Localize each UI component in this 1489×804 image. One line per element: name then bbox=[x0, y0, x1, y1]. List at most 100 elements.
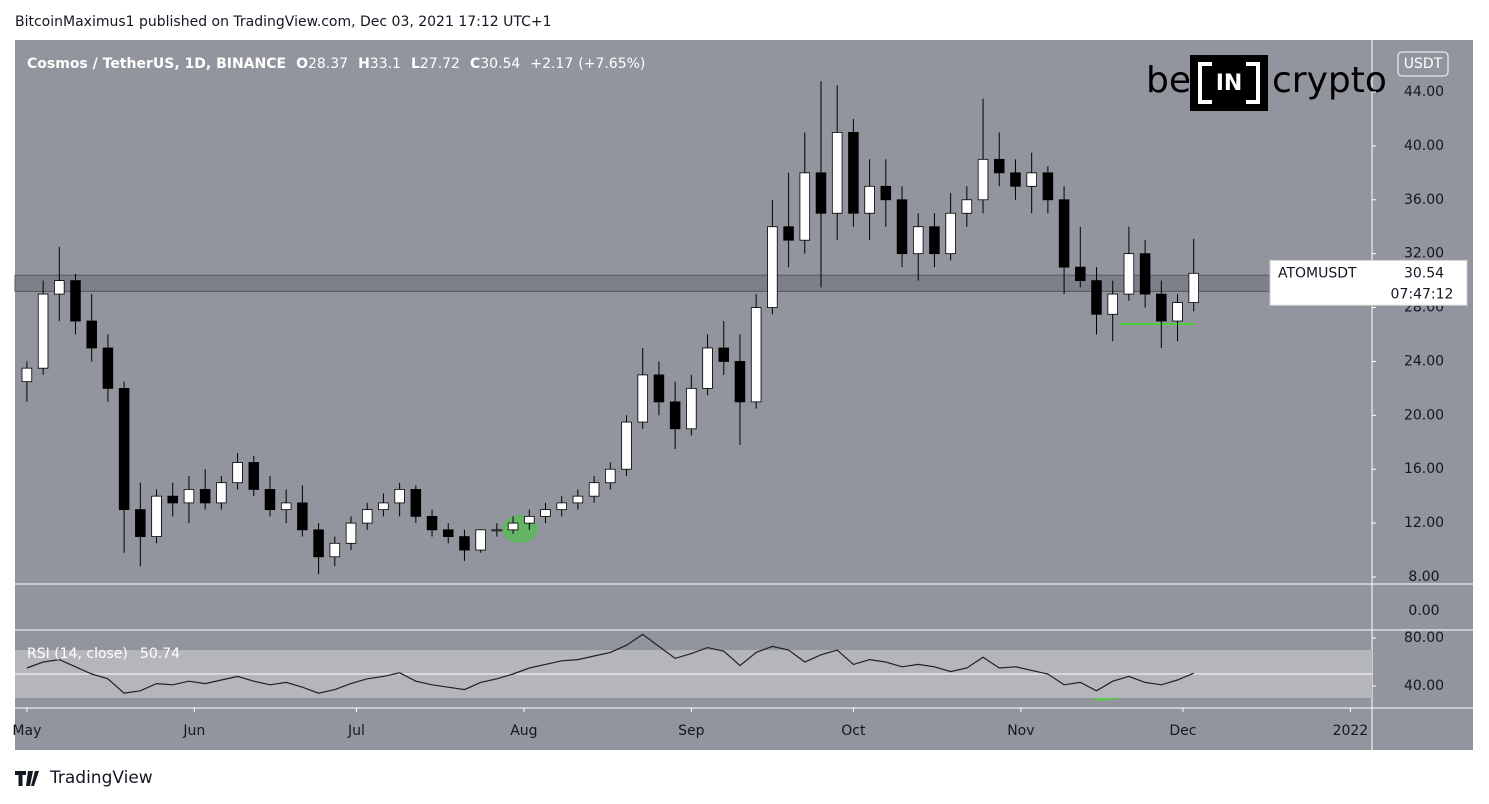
candle-body bbox=[491, 529, 503, 532]
rsi-tick-label: 80.00 bbox=[1404, 630, 1444, 646]
candle-body bbox=[1107, 293, 1118, 315]
candle-body bbox=[248, 462, 260, 490]
candle-body bbox=[361, 509, 373, 524]
rsi-legend: RSI (14, close) 50.74 bbox=[27, 646, 180, 662]
candle-body bbox=[815, 172, 827, 214]
currency-button[interactable] bbox=[1397, 51, 1449, 77]
x-tick-label: Jun bbox=[182, 723, 205, 739]
candle-body bbox=[912, 226, 924, 255]
candle-body bbox=[21, 367, 33, 383]
candle-body bbox=[621, 421, 632, 470]
y-tick-label: 20.00 bbox=[1404, 407, 1444, 423]
publish-header: BitcoinMaximus1 published on TradingView… bbox=[15, 14, 552, 30]
legend-text: Cosmos / TetherUS, 1D, BINANCE O28.37 H33.… bbox=[27, 56, 645, 72]
candle-body bbox=[1123, 253, 1135, 295]
rsi-tick-label: 40.00 bbox=[1404, 678, 1444, 694]
x-tick-label: Jul bbox=[347, 723, 365, 739]
candle-body bbox=[345, 522, 357, 544]
legend-change-pct: (+7.65%) bbox=[578, 56, 645, 72]
candle-body bbox=[750, 307, 762, 403]
candle-body bbox=[1139, 253, 1151, 295]
candle-body bbox=[1188, 272, 1199, 303]
candle-body bbox=[394, 489, 405, 504]
candle-body bbox=[896, 199, 908, 255]
candle-body bbox=[1172, 302, 1183, 322]
y-tick-label: 44.00 bbox=[1404, 84, 1444, 100]
candle-body bbox=[605, 468, 616, 484]
legend-change: +2.17 bbox=[530, 56, 573, 72]
candle-body bbox=[1010, 172, 1021, 187]
price-tag bbox=[1269, 259, 1468, 306]
candle-body bbox=[54, 280, 65, 295]
candle-body bbox=[280, 502, 292, 511]
y-tick-label: 16.00 bbox=[1404, 461, 1444, 477]
x-tick-label: Aug bbox=[510, 723, 537, 739]
legend-key: C bbox=[470, 56, 480, 72]
x-tick-label: Sep bbox=[678, 723, 705, 739]
footer-text: TradingView bbox=[49, 768, 153, 788]
candle-body bbox=[1026, 172, 1037, 187]
footer: TradingView bbox=[15, 768, 153, 788]
candle-body bbox=[102, 347, 114, 389]
candle-body bbox=[831, 132, 843, 214]
candle-body bbox=[556, 502, 567, 511]
candle-body bbox=[540, 509, 551, 517]
legend-key: L bbox=[411, 56, 420, 72]
candle-body bbox=[135, 509, 146, 537]
price-axis bbox=[1372, 40, 1473, 750]
legend-value: 27.72 bbox=[420, 56, 460, 72]
candle-body bbox=[475, 529, 486, 551]
candle-body bbox=[199, 489, 211, 504]
y-tick-label: 36.00 bbox=[1404, 192, 1444, 208]
candle-body bbox=[880, 185, 892, 201]
logo-text: be bbox=[1146, 60, 1191, 101]
candle-body bbox=[313, 529, 324, 558]
candle-body bbox=[297, 502, 308, 531]
candle-body bbox=[264, 489, 276, 511]
y-tick-label: 32.00 bbox=[1404, 246, 1444, 262]
candle-body bbox=[572, 495, 584, 504]
logo: be IN crypto bbox=[1146, 55, 1387, 111]
candle-body bbox=[945, 212, 956, 255]
logo-gap bbox=[1212, 58, 1246, 108]
candle-body bbox=[459, 536, 470, 551]
candle-body bbox=[524, 515, 535, 524]
y-tick-label: 40.00 bbox=[1404, 138, 1444, 154]
rsi-name: RSI (14, close) bbox=[27, 646, 128, 662]
candle-body bbox=[442, 529, 454, 537]
candle-body bbox=[329, 542, 341, 558]
candle-body bbox=[783, 226, 794, 241]
legend-key: O bbox=[296, 56, 308, 72]
candle-body bbox=[378, 502, 389, 511]
candle-body bbox=[1058, 199, 1070, 268]
candle-body bbox=[588, 482, 600, 497]
candle-body bbox=[799, 172, 811, 241]
candle-body bbox=[864, 185, 875, 214]
candle-body bbox=[767, 226, 778, 308]
candle-body bbox=[734, 361, 746, 403]
candle-body bbox=[426, 515, 438, 531]
candle-body bbox=[507, 522, 519, 531]
candle-body bbox=[86, 320, 97, 349]
candle-body bbox=[848, 132, 859, 214]
candle-body bbox=[167, 495, 179, 504]
price-tag-symbol: ATOMUSDT bbox=[1278, 265, 1357, 281]
legend-value: 30.54 bbox=[480, 56, 520, 72]
candle-body bbox=[37, 293, 49, 369]
candle-body bbox=[410, 489, 422, 517]
candle-body bbox=[1091, 280, 1102, 315]
candle-body bbox=[637, 374, 648, 423]
candle-body bbox=[686, 387, 697, 430]
candle-body bbox=[993, 158, 1005, 174]
rsi-line bbox=[26, 633, 1194, 694]
candle-body bbox=[118, 387, 130, 511]
candle-body bbox=[653, 374, 665, 403]
candle-body bbox=[977, 158, 989, 201]
legend-value: 33.1 bbox=[370, 56, 401, 72]
price-tag-value: 30.54 bbox=[1404, 265, 1444, 281]
logo-text: crypto bbox=[1272, 60, 1387, 101]
legend-symbol: Cosmos / TetherUS, 1D, BINANCE bbox=[27, 56, 286, 72]
currency: USDT bbox=[1404, 56, 1443, 72]
candle-body bbox=[929, 226, 940, 255]
